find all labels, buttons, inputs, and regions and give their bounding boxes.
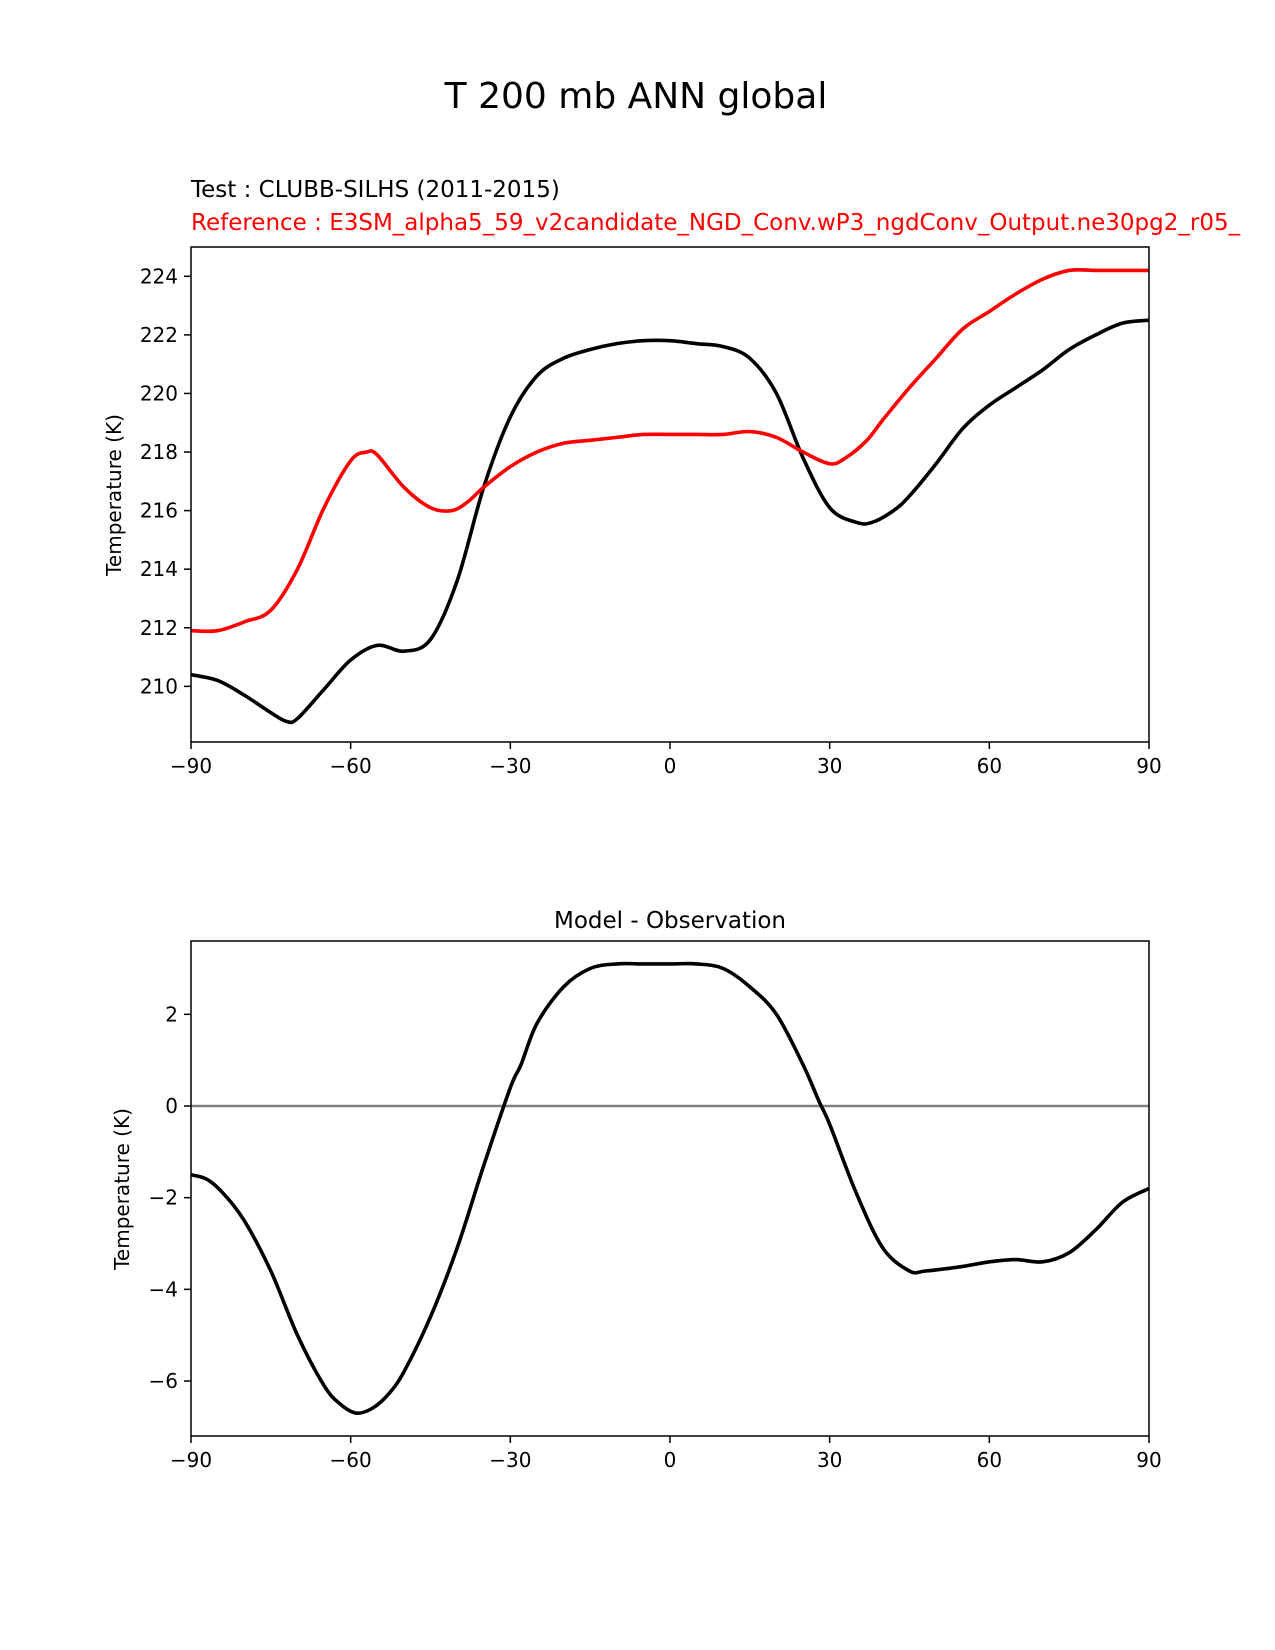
- top-x-tick-label: 90: [1136, 754, 1161, 778]
- top-line-chart: Test : CLUBB-SILHS (2011-2015) Reference…: [102, 177, 1241, 778]
- top-y-tick-label: 220: [140, 381, 178, 405]
- reference-label: Reference : E3SM_alpha5_59_v2candidate_N…: [191, 210, 1241, 236]
- top-y-tick-label: 224: [140, 264, 178, 288]
- bottom-y-tick-label: −6: [149, 1369, 178, 1393]
- top-y-axis-label: Temperature (K): [102, 414, 126, 577]
- bottom-y-tick-label: 2: [165, 1002, 178, 1026]
- top-x-tick-label: 0: [664, 754, 677, 778]
- bottom-chart-title: Model - Observation: [554, 908, 786, 934]
- top-y-tick-label: 212: [140, 616, 178, 640]
- bottom-x-tick-label: 90: [1136, 1448, 1161, 1472]
- top-plot-frame: [190, 246, 1150, 743]
- figure-title: T 200 mb ANN global: [444, 76, 828, 117]
- top-x-tick-label: 60: [977, 754, 1002, 778]
- top-y-tick-label: 214: [140, 557, 178, 581]
- top-series-test: [190, 318, 1150, 725]
- top-y-tick-label: 218: [140, 440, 178, 464]
- bottom-y-tick-label: −2: [149, 1186, 178, 1210]
- top-series-reference: [190, 267, 1149, 634]
- top-y-tick-label: 216: [140, 499, 178, 523]
- bottom-x-tick-label: −90: [170, 1448, 212, 1472]
- top-y-tick-label: 222: [140, 323, 178, 347]
- top-x-tick-label: −90: [170, 754, 212, 778]
- top-y-tick-label: 210: [140, 674, 178, 698]
- bottom-plot-frame: [190, 940, 1150, 1437]
- bottom-x-tick-label: 30: [817, 1448, 842, 1472]
- bottom-x-tick-label: 60: [977, 1448, 1002, 1472]
- top-x-tick-label: 30: [817, 754, 842, 778]
- bottom-x-tick-label: 0: [664, 1448, 677, 1472]
- bottom-x-tick-label: −30: [489, 1448, 531, 1472]
- bottom-y-tick-label: −4: [149, 1277, 178, 1301]
- bottom-y-tick-label: 0: [165, 1094, 178, 1118]
- bottom-line-chart: Model - Observation Temperature (K) −90 −…: [110, 908, 1162, 1472]
- top-x-tick-label: −30: [489, 754, 531, 778]
- bottom-series-difference: [190, 961, 1150, 1416]
- test-label: Test : CLUBB-SILHS (2011-2015): [190, 177, 560, 203]
- bottom-y-axis-label: Temperature (K): [110, 1108, 134, 1271]
- top-x-tick-label: −60: [330, 754, 372, 778]
- bottom-x-tick-label: −60: [330, 1448, 372, 1472]
